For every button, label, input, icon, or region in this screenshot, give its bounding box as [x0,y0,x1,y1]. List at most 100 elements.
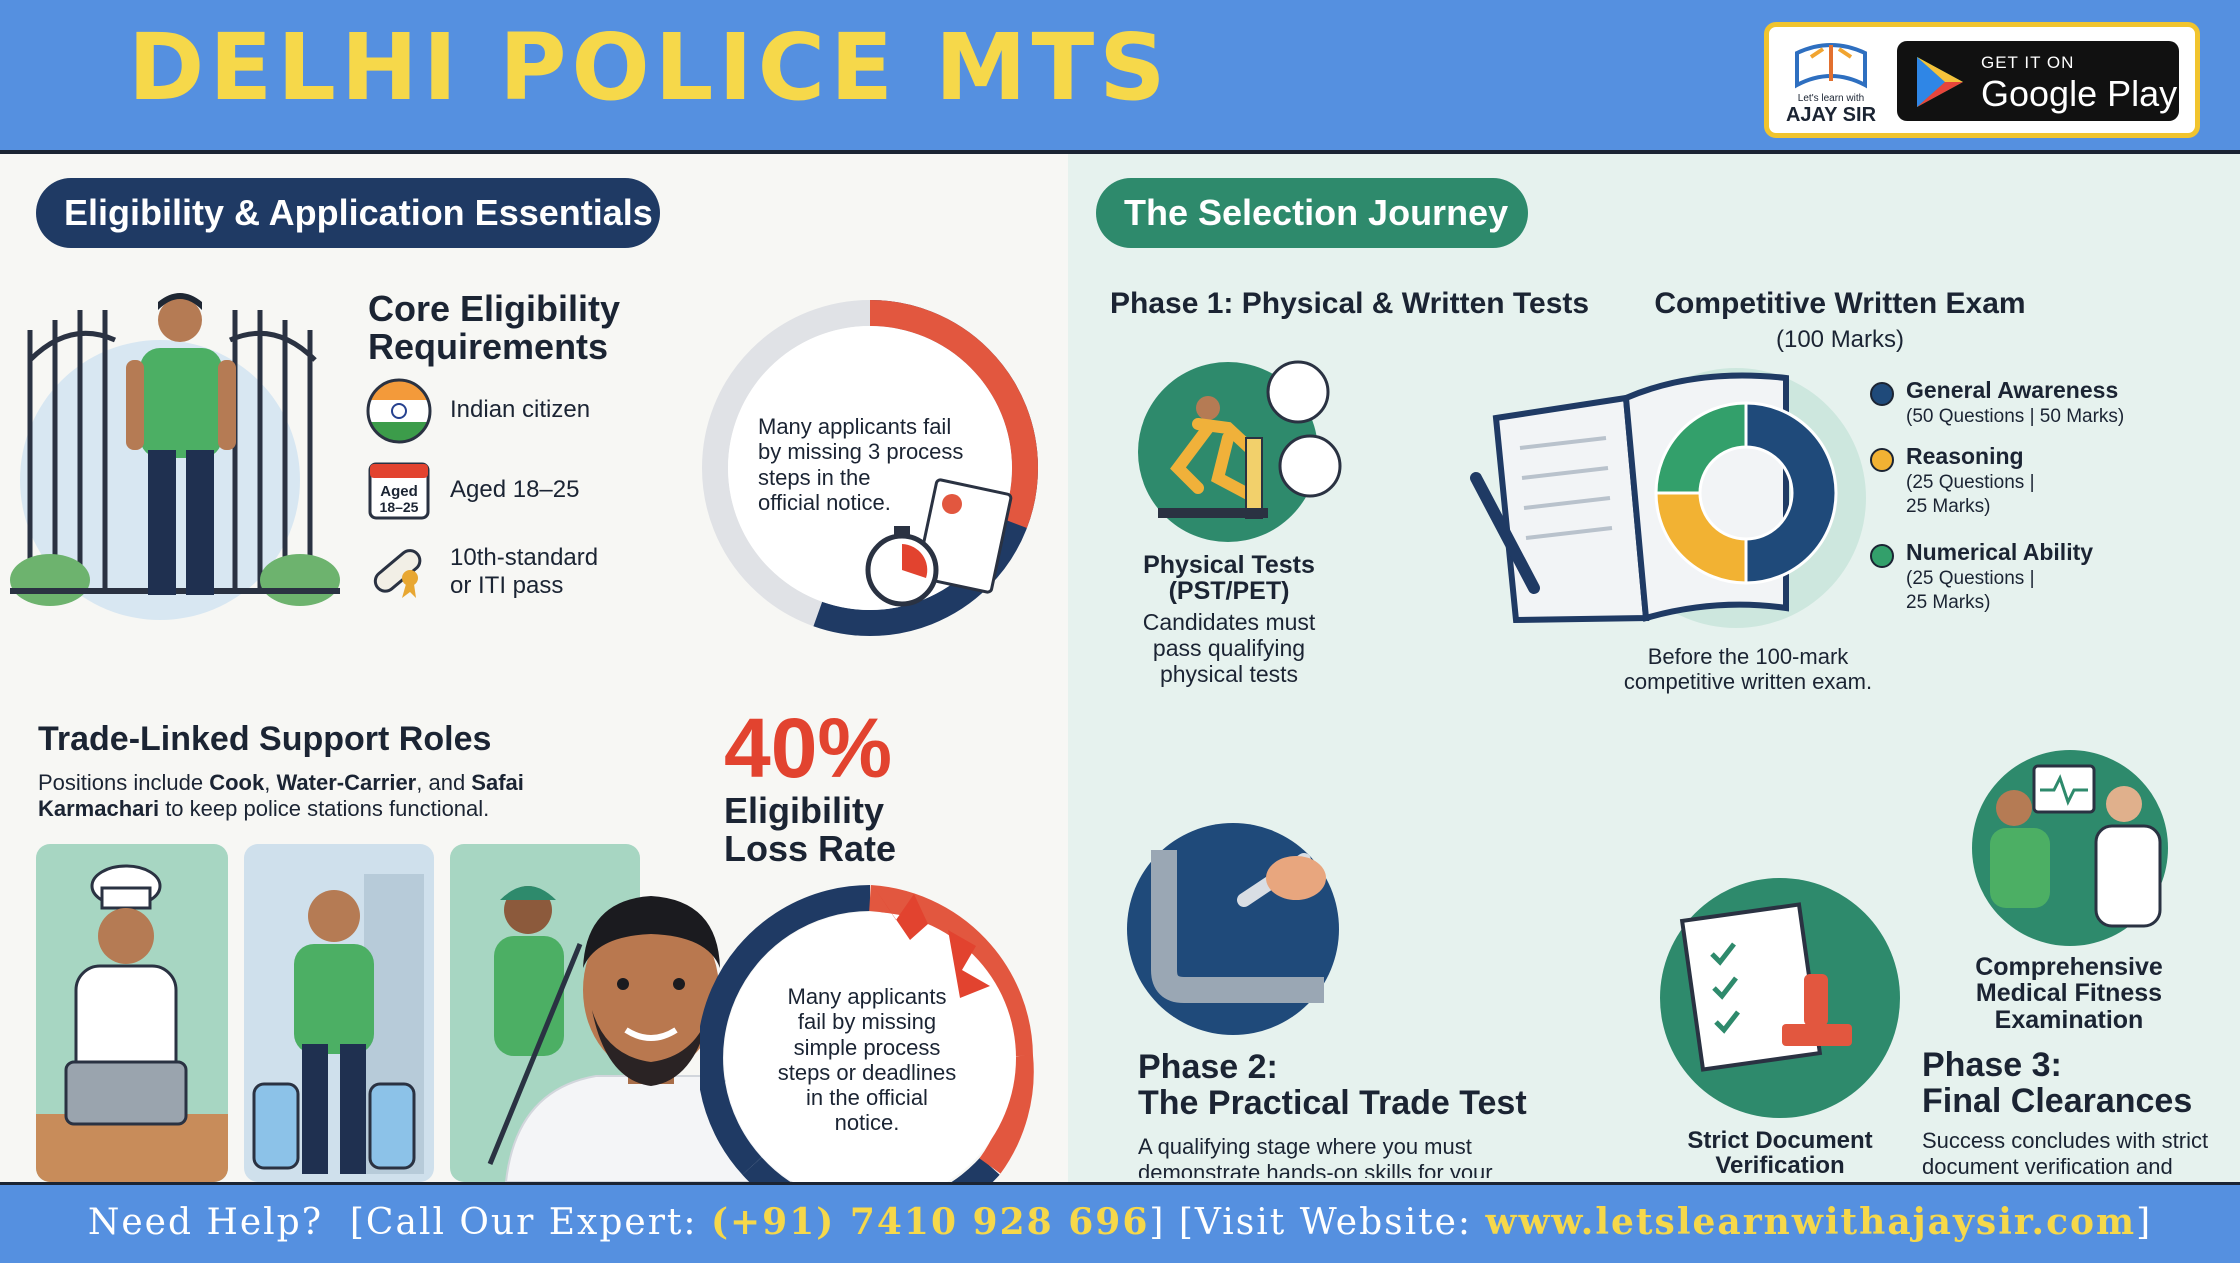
donut1-note-line: steps in the [758,464,871,490]
section-pill-selection: The Selection Journey [1096,178,1528,248]
doc-title-line1: Strict Document [1687,1127,1873,1154]
exam-marks-pie [1654,401,1838,585]
phase2-title: Phase 2: The Practical Trade Test [1138,1048,1527,1122]
stat-label: Eligibility Loss Rate [724,792,964,868]
physical-title-line2: (PST/PET) [1168,577,1290,606]
mop-icon [487,943,583,1165]
ajay-sir-logo[interactable]: Let's learn with AJAY SIR [1781,33,1881,129]
diploma-icon [373,549,422,598]
website-link[interactable]: www.letslearnwithajaysir.com [1485,1201,2137,1243]
book-logo-icon: Let's learn with AJAY SIR [1786,43,1877,126]
donut2-note-line: Many applicants [787,984,947,1009]
play-pre-text: GET IT ON [1981,53,2075,72]
pie-slice-general-awareness [1744,401,1838,585]
pie-slice-numerical-ability [1654,401,1748,495]
req-education-line2: or ITI pass [450,571,564,599]
donut1-note-line: Many applicants fail [758,414,952,439]
trade-roles-desc: Positions include Cook, Water-Carrier, a… [38,770,524,822]
play-store-icon [1917,57,1963,107]
phase2-desc-line2: demonstrate hands-on skills for your [1138,1160,1493,1178]
phase3-desc: Success concludes with strict document v… [1922,1128,2222,1182]
doc-verification-title: Strict Document Verification [1660,1127,1900,1180]
phase1-title: Phase 1: Physical & Written Tests [1110,287,1590,320]
donut2-note-line: notice. [834,1110,900,1136]
need-help-text: Need Help? [87,1202,323,1243]
legend-dot [1870,544,1894,568]
exam-caption-line1: Before the 100-mark [1647,644,1849,669]
phase3-desc-line1: Success concludes with strict [1922,1128,2209,1153]
phase2-title-line2: The Practical Trade Test [1138,1083,1527,1122]
medical-title-line3: Examination [1994,1005,2144,1034]
stat-value: 40% [724,701,893,795]
legend-dot [1870,382,1894,406]
medical-exam-illustration [1972,750,2168,946]
broken-ring-icon [876,890,990,998]
req-age-text: Aged 18–25 [450,476,580,503]
phase2-desc-line1: A qualifying stage where you must [1138,1134,1472,1159]
stat-label-line2: Loss Rate [724,827,897,869]
footer-contact: Need Help? [Call Our Expert: (+91) 7410 … [87,1201,2153,1243]
phase2-desc: A qualifying stage where you must demons… [1138,1134,1558,1178]
donut2-note-line: in the official [806,1085,928,1111]
physical-test-illustration [1138,360,1342,542]
measure-icon [1278,434,1342,498]
physical-desc-line: pass qualifying [1152,634,1306,661]
exam-subtitle: (100 Marks) [1775,326,1905,353]
trade-test-illustration [1127,823,1339,1035]
physical-tests-block: Physical Tests (PST/PET) Candidates must… [1126,552,1332,688]
stamp-icon [1782,974,1852,1046]
role-water-carrier: Water-Carrier [276,770,417,795]
medical-title-line1: Comprehensive [1975,953,2163,981]
hand-icon [1266,856,1326,900]
footer-bar: Need Help? [Call Our Expert: (+91) 7410 … [0,1182,2240,1263]
medical-title: Comprehensive Medical Fitness Examinatio… [1934,954,2204,1033]
core-title-line1: Core Eligibility [368,288,621,329]
physical-title-line1: Physical Tests [1143,551,1315,579]
cook-card [36,844,228,1182]
donut2-note-line: fail by missing [797,1009,937,1035]
svg-text:18–25: 18–25 [380,499,419,515]
medical-title-line2: Medical Fitness [1975,979,2163,1008]
legend-item-numerical-ability: Numerical Ability (25 Questions | 25 Mar… [1870,540,2170,620]
donut1-note-line: official notice. [758,489,891,515]
legend-item-general-awareness: General Awareness (50 Questions | 50 Mar… [1870,378,2170,432]
water-carrier-card [244,844,434,1182]
google-play-badge[interactable]: GET IT ON Google Play [1897,41,2179,121]
runner-icon [1266,360,1330,424]
cap-icon [500,886,556,900]
phase2-title-line1: Phase 2: [1138,1048,1278,1086]
exam-book-chart [1470,368,1866,628]
exam-caption: Before the 100-mark competitive written … [1588,644,1908,695]
donut1-note: Many applicants fail by missing 3 proces… [758,414,998,515]
exam-legend: General Awareness (50 Questions | 50 Mar… [1870,378,2170,620]
loss-rate-donut [700,885,1034,1182]
brand-box[interactable]: Let's learn with AJAY SIR GET IT ON Goog… [1764,22,2200,138]
legend-item-reasoning: Reasoning (25 Questions | 25 Marks) [1870,444,2170,540]
role-safai: Safai [471,770,524,795]
donut2-note-line: simple process [793,1034,941,1060]
physical-desc-line: physical tests [1159,661,1299,688]
water-can-icon [252,1082,300,1170]
phase3-title: Phase 3: Final Clearances [1922,1046,2193,1120]
water-can-icon [368,1082,416,1170]
exam-title: Competitive Written Exam [1654,287,2026,320]
req-education-line1: 10th-standard [450,544,599,571]
cooking-pot-icon [64,1060,188,1126]
legend-dot [1870,448,1894,472]
doc-title-line2: Verification [1715,1152,1845,1180]
phase3-title-line1: Phase 3: [1922,1046,2062,1084]
logo-name: AJAY SIR [1786,104,1877,126]
phase3-desc-line2: document verification and [1922,1154,2173,1180]
exam-caption-line2: competitive written exam. [1623,669,1873,695]
donut1-note-line: by missing 3 process [758,439,964,465]
pie-slice-reasoning [1654,491,1748,585]
role-karmachari: Karmachari [38,796,160,822]
stat-label-line1: Eligibility [724,790,885,831]
play-name-text: Google Play [1981,73,2178,114]
phone-link[interactable]: (+91) 7410 928 696 [710,1201,1150,1243]
applicant-gate-illustration [10,293,340,620]
phase3-title-line2: Final Clearances [1922,1081,2193,1120]
stopwatch-icon [865,526,939,607]
document-verification-illustration [1660,878,1900,1118]
section-pill-eligibility: Eligibility & Application Essentials [36,178,660,248]
